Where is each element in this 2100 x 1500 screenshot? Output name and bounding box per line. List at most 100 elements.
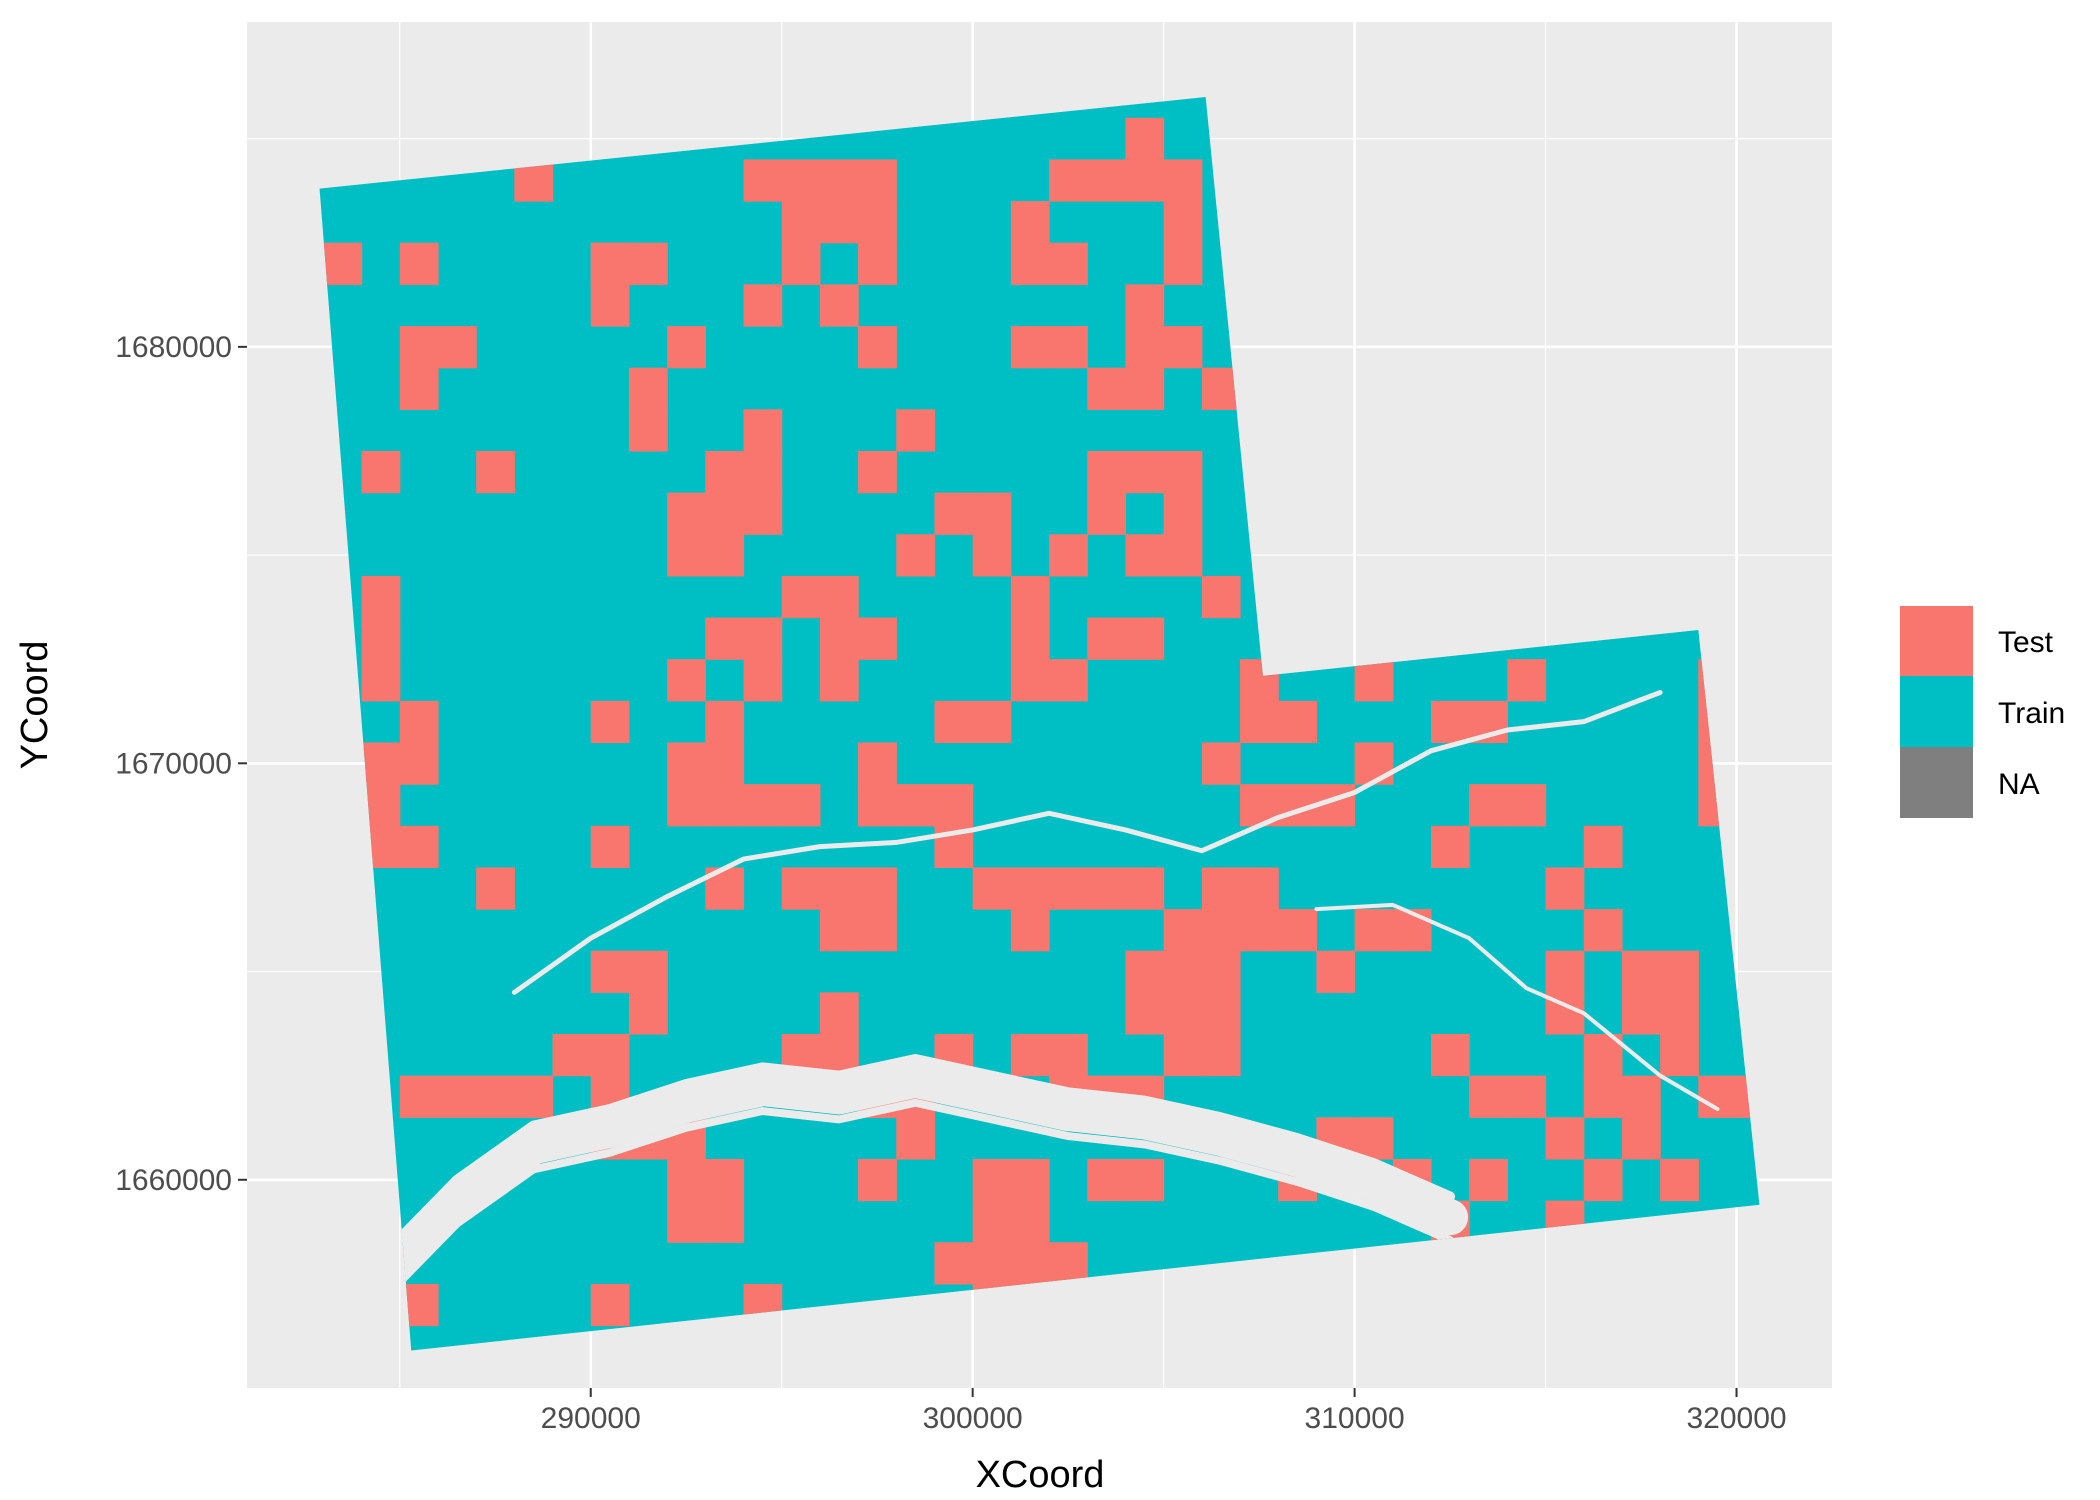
test-cell <box>476 867 515 910</box>
river-main <box>377 1061 1469 1282</box>
test-cell <box>705 450 745 494</box>
test-cell <box>1125 534 1165 577</box>
test-cell <box>858 617 897 660</box>
test-cell <box>1010 1034 1050 1077</box>
test-cell <box>1545 867 1585 910</box>
test-cell <box>705 1158 745 1202</box>
test-cell <box>781 201 821 244</box>
test-cell <box>1087 1158 1127 1202</box>
test-cell <box>1660 992 1699 1035</box>
test-cell <box>858 909 897 952</box>
test-cell <box>819 159 859 202</box>
test-cell <box>781 159 821 202</box>
test-cell <box>1087 867 1127 910</box>
test-cell <box>667 492 706 535</box>
test-cell <box>590 1283 630 1327</box>
test-cell <box>781 867 821 910</box>
test-cell <box>1660 1034 1699 1077</box>
test-cell <box>399 742 439 785</box>
test-cell <box>972 492 1012 535</box>
test-cell <box>1125 1158 1165 1202</box>
test-cell <box>781 784 821 827</box>
test-cell <box>819 992 859 1035</box>
test-cell <box>819 201 859 244</box>
test-cell <box>1010 1242 1050 1285</box>
test-cell <box>934 492 974 535</box>
test-cell <box>1392 909 1432 952</box>
test-cell <box>437 326 477 369</box>
test-cell <box>743 159 783 202</box>
test-cell <box>781 242 821 285</box>
x-tick-label: 310000 <box>1305 1402 1405 1435</box>
test-cell <box>1430 825 1470 869</box>
test-cell <box>1621 1075 1661 1118</box>
test-cell <box>1240 700 1279 744</box>
test-cell <box>1621 950 1661 993</box>
test-cell <box>1125 326 1165 369</box>
test-cell <box>667 534 706 577</box>
test-cell <box>476 1075 515 1118</box>
test-cell <box>590 825 630 869</box>
test-cell <box>743 450 783 494</box>
test-cell <box>858 1158 897 1202</box>
test-cell <box>1354 1117 1394 1160</box>
test-cell <box>1163 242 1203 285</box>
test-cell <box>1469 1158 1508 1202</box>
test-cell <box>1163 492 1203 535</box>
test-cell <box>1010 909 1050 952</box>
test-cell <box>1507 659 1547 702</box>
legend-key-train <box>1900 676 1973 747</box>
test-cell <box>1125 159 1165 202</box>
test-cell <box>858 242 897 285</box>
test-cell <box>1087 367 1127 410</box>
test-cell <box>1469 784 1508 827</box>
test-cell <box>590 242 630 285</box>
test-cell <box>1583 1158 1623 1202</box>
legend-label-train: Train <box>1998 697 2065 730</box>
test-cell <box>399 700 439 744</box>
test-cell <box>972 1158 1012 1202</box>
test-cell <box>781 575 821 619</box>
test-cell <box>399 825 439 869</box>
test-cell <box>437 1075 477 1118</box>
y-tick-label: 1670000 <box>115 747 232 780</box>
x-tick-label: 320000 <box>1686 1402 1786 1435</box>
test-cell <box>1163 992 1203 1035</box>
test-cell <box>1125 450 1165 494</box>
river-main-channel <box>390 1053 1456 1248</box>
test-cell <box>819 659 859 702</box>
test-cell <box>399 1075 439 1118</box>
test-cell <box>896 1117 936 1160</box>
test-cell <box>743 659 783 702</box>
test-cell <box>399 242 439 285</box>
test-cell <box>934 784 974 827</box>
test-cell <box>858 326 897 369</box>
test-cell <box>1010 326 1050 369</box>
test-cell <box>1201 1034 1241 1077</box>
test-cell <box>743 492 783 535</box>
test-cell <box>1010 1158 1050 1202</box>
test-cell <box>476 450 515 494</box>
test-cell <box>1660 950 1699 993</box>
y-axis-title: YCoord <box>14 641 56 770</box>
test-cell <box>1125 117 1165 161</box>
x-axis: 290000 300000 310000 320000 <box>541 1388 1787 1435</box>
legend: Test Train NA <box>1900 606 2065 818</box>
test-cell <box>1049 534 1088 577</box>
test-cell <box>1049 242 1088 285</box>
river-secondary <box>511 690 1663 995</box>
test-cell <box>819 617 859 660</box>
test-cell <box>1430 1034 1470 1077</box>
test-cell <box>1545 950 1585 993</box>
test-cell <box>1087 159 1127 202</box>
test-cell <box>705 700 745 744</box>
test-cell <box>1240 867 1279 910</box>
river-gaps <box>377 690 1720 1290</box>
test-cell <box>1087 450 1127 494</box>
test-cell <box>1163 326 1203 369</box>
y-tick-label: 1660000 <box>115 1164 232 1197</box>
study-region-train-fill <box>319 96 1760 1351</box>
test-cell <box>972 867 1012 910</box>
test-cell <box>819 284 859 327</box>
test-cell <box>361 575 401 619</box>
